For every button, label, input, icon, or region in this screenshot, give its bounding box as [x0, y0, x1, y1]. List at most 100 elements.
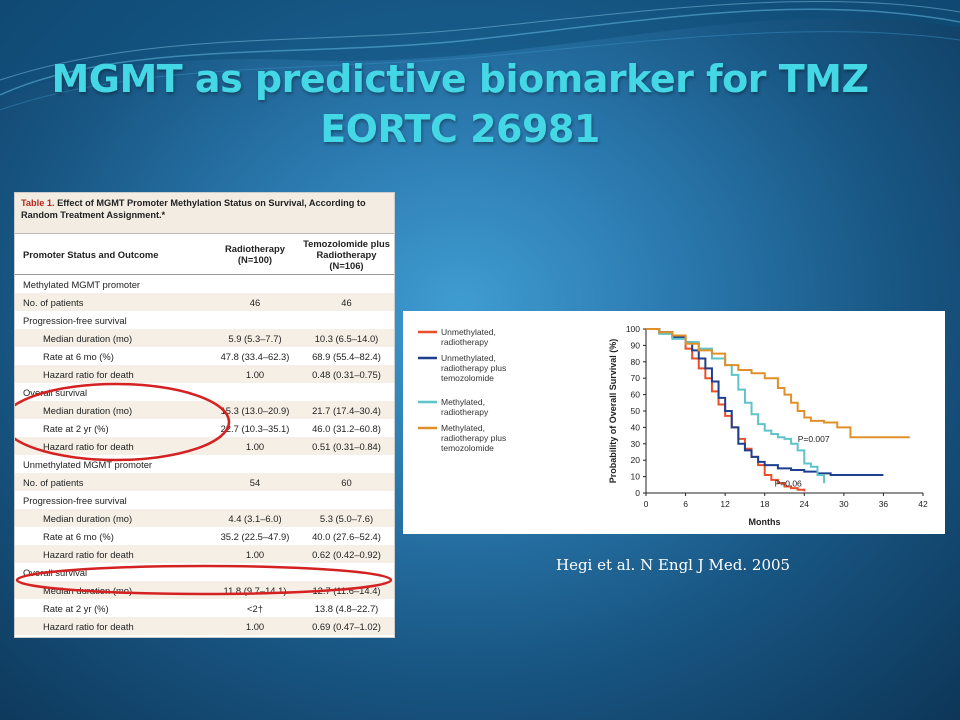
row-label: No. of patients: [15, 473, 211, 491]
x-tick-label: 24: [800, 499, 810, 509]
x-axis-label: Months: [749, 517, 781, 527]
row-temozolomide: 46.0 (31.2–60.8): [312, 422, 381, 434]
km-curve-series-3: [646, 328, 910, 439]
table-row: Methylated MGMT promoter: [15, 275, 394, 294]
row-temozolomide: 68.9 (55.4–82.4): [312, 350, 381, 362]
header-radiotherapy: Radiotherapy (N=100): [211, 234, 299, 275]
row-label: Median duration (mo): [15, 581, 211, 599]
table-row: Hazard ratio for death 1.00 0.51 (0.31–0.8…: [15, 437, 394, 455]
table-row: Unmethylated MGMT promoter: [15, 455, 394, 473]
header-outcome: Promoter Status and Outcome: [15, 234, 211, 275]
row-radiotherapy: 1.00: [211, 365, 299, 383]
y-axis-label: Probability of Overall Survival (%): [608, 339, 618, 484]
row-temozolomide: [299, 563, 394, 581]
row-temozolomide: [299, 311, 394, 329]
table-row: Rate at 2 yr (%) <2† 13.8 (4.8–22.7): [15, 599, 394, 617]
row-radiotherapy: [211, 383, 299, 401]
table-row: No. of patients 46 46: [15, 293, 394, 311]
table-row: No. of patients 54 60: [15, 473, 394, 491]
slide-title: MGMT as predictive biomarker for TMZ EOR…: [0, 54, 920, 154]
row-radiotherapy: [211, 455, 299, 473]
p-value-annotation-methylated: P=0.007: [798, 434, 830, 444]
table-caption: Table 1. Effect of MGMT Promoter Methyla…: [15, 193, 394, 234]
y-tick-label: 50: [631, 406, 641, 416]
row-label: Unmethylated MGMT promoter: [23, 458, 153, 470]
table-row: Rate at 2 yr (%) 22.7 (10.3–35.1) 46.0 (31…: [15, 419, 394, 437]
table-header-row: Promoter Status and Outcome Radiotherapy…: [15, 234, 394, 275]
x-tick-label: 18: [760, 499, 770, 509]
p-value-annotation-unmethylated: P=0.06: [775, 478, 802, 488]
row-temozolomide: 60: [299, 473, 394, 491]
y-tick-label: 30: [631, 439, 641, 449]
row-radiotherapy: 15.3 (13.0–20.9): [211, 401, 299, 419]
row-radiotherapy: 1.00: [211, 437, 299, 455]
table-row: Rate at 6 mo (%) 35.2 (22.5–47.9) 40.0 (27…: [15, 527, 394, 545]
y-tick-label: 60: [631, 390, 641, 400]
legend-entry: Unmethylated, radiotherapy plus temozolomi…: [441, 353, 506, 383]
x-tick-label: 0: [644, 499, 649, 509]
row-radiotherapy: 5.9 (5.3–7.7): [211, 329, 299, 347]
row-radiotherapy: [211, 311, 299, 329]
row-radiotherapy: 1.00: [211, 545, 299, 563]
header-temozolomide-line1: Temozolomide plus: [303, 237, 390, 249]
row-label: Progression-free survival: [23, 314, 127, 326]
row-radiotherapy: 54: [211, 473, 299, 491]
x-tick-label: 36: [879, 499, 889, 509]
row-temozolomide: 0.48 (0.31–0.75): [299, 365, 394, 383]
row-label: No. of patients: [15, 293, 211, 311]
row-label: Hazard ratio for death: [15, 365, 211, 383]
row-label: Rate at 2 yr (%): [43, 602, 109, 614]
row-label: Median duration (mo): [15, 401, 211, 419]
row-radiotherapy: 46: [211, 293, 299, 311]
row-temozolomide: [299, 491, 394, 509]
header-swoosh-decoration: [0, 0, 960, 111]
table-row: Median duration (mo) 5.9 (5.3–7.7) 10.3 (6…: [15, 329, 394, 347]
row-label: Rate at 2 yr (%): [43, 422, 109, 434]
row-label: Hazard ratio for death: [15, 437, 211, 455]
y-tick-label: 100: [626, 324, 640, 334]
row-radiotherapy: 22.7 (10.3–35.1): [220, 422, 290, 434]
row-label: Overall survival: [23, 566, 88, 578]
row-radiotherapy: [211, 491, 299, 509]
legend-entry: Methylated, radiotherapy: [441, 397, 489, 417]
row-radiotherapy: 1.00: [211, 617, 299, 635]
row-temozolomide: 12.7 (11.6–14.4): [299, 581, 394, 599]
legend-entry: Methylated, radiotherapy plus temozolomide: [441, 423, 506, 453]
row-label: Median duration (mo): [15, 509, 211, 527]
table-row: Hazard ratio for death 1.00 0.69 (0.47–1.0…: [15, 617, 394, 635]
table-row: Median duration (mo) 15.3 (13.0–20.9) 21.7…: [15, 401, 394, 419]
row-temozolomide: [299, 455, 394, 473]
legend-entry: Unmethylated, radiotherapy: [441, 327, 496, 347]
header-radiotherapy-line1: Radiotherapy: [225, 243, 285, 254]
y-tick-label: 70: [631, 373, 641, 383]
y-tick-label: 40: [631, 422, 641, 432]
row-temozolomide: [299, 275, 394, 294]
row-temozolomide: 40.0 (27.6–52.4): [312, 530, 381, 542]
citation: Hegi et al. N Engl J Med. 2005: [556, 556, 791, 574]
table-row: Hazard ratio for death 1.00 0.48 (0.31–0.7…: [15, 365, 394, 383]
row-label: Rate at 6 mo (%): [43, 350, 114, 362]
header-temozolomide-line2: Radiotherapy (N=106): [316, 248, 377, 271]
table-row: Overall survival: [15, 563, 394, 581]
row-temozolomide: 21.7 (17.4–30.4): [299, 401, 394, 419]
row-label: Progression-free survival: [23, 494, 127, 506]
km-curve-series-2: [646, 328, 826, 484]
row-label: Rate at 6 mo (%): [43, 530, 114, 542]
header-radiotherapy-line2: (N=100): [237, 254, 273, 265]
x-tick-label: 6: [683, 499, 688, 509]
y-tick-label: 10: [631, 472, 641, 482]
row-temozolomide: 5.3 (5.0–7.6): [299, 509, 394, 527]
survival-table-panel: Table 1. Effect of MGMT Promoter Methyla…: [14, 192, 395, 638]
km-chart-panel: 0 10 20 30 40 50 60 70 80 90 100 0 6 12 18 24 30 36 42 Mont…: [403, 311, 945, 534]
x-tick-label: 42: [918, 499, 928, 509]
row-temozolomide: 46: [299, 293, 394, 311]
header-temozolomide: Temozolomide plus Radiotherapy (N=106): [299, 234, 394, 275]
row-temozolomide: 0.51 (0.31–0.84): [299, 437, 394, 455]
x-tick-label: 30: [839, 499, 849, 509]
table-caption-text: Effect of MGMT Promoter Methylation Stat…: [21, 198, 366, 220]
row-temozolomide: 13.8 (4.8–22.7): [314, 602, 379, 614]
row-temozolomide: 10.3 (6.5–14.0): [299, 329, 394, 347]
y-tick-label: 80: [631, 357, 641, 367]
title-line-2: EORTC 26981: [320, 107, 600, 151]
row-radiotherapy: 11.8 (9.7–14.1): [211, 581, 299, 599]
